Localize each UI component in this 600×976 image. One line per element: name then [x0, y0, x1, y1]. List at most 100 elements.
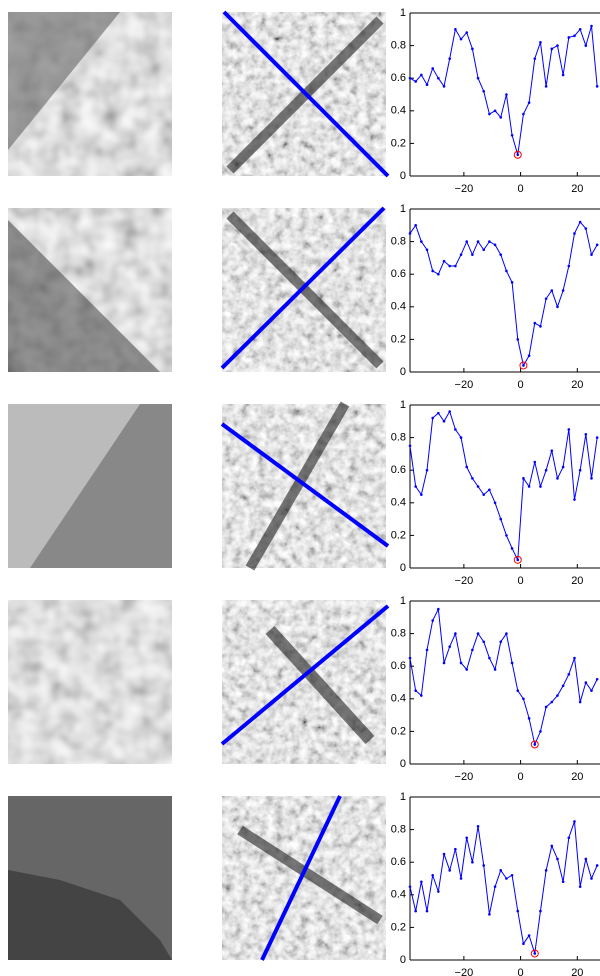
data-point — [471, 861, 474, 864]
data-point — [585, 858, 588, 861]
data-point — [568, 36, 571, 39]
x-tick-label: −20 — [455, 771, 474, 783]
data-point — [420, 694, 423, 697]
data-point — [488, 657, 491, 660]
data-point — [454, 28, 457, 31]
data-point — [465, 836, 468, 839]
data-point — [590, 25, 593, 28]
data-point — [545, 469, 548, 472]
data-point — [596, 85, 599, 88]
data-point — [590, 477, 593, 480]
edge-patches — [222, 12, 388, 960]
data-point — [499, 640, 502, 643]
data-point — [550, 449, 553, 452]
data-point — [471, 477, 474, 480]
data-point — [437, 273, 440, 276]
data-point — [556, 44, 559, 47]
data-point — [550, 701, 553, 704]
data-point — [528, 101, 531, 104]
data-point — [448, 410, 451, 413]
data-point — [494, 502, 497, 505]
data-point — [568, 265, 571, 268]
y-tick-label: 0.8 — [391, 628, 406, 640]
data-point — [409, 444, 412, 447]
data-point — [505, 534, 508, 537]
edge-patch — [222, 796, 386, 960]
x-tick-label: −20 — [455, 575, 474, 587]
data-point — [562, 880, 565, 883]
data-point — [437, 890, 440, 893]
data-point — [414, 80, 417, 83]
data-point — [454, 428, 457, 431]
data-point — [494, 668, 497, 671]
x-tick-label: 0 — [518, 183, 524, 195]
y-tick-label: 0 — [400, 366, 406, 378]
data-point — [471, 253, 474, 256]
y-tick-label: 0.4 — [391, 497, 406, 509]
data-point — [477, 77, 480, 80]
data-point — [545, 297, 548, 300]
data-point — [454, 265, 457, 268]
data-point — [573, 232, 576, 235]
x-tick-label: 0 — [518, 379, 524, 391]
data-point — [460, 253, 463, 256]
x-tick-label: −20 — [455, 379, 474, 391]
data-point — [516, 689, 519, 692]
data-point — [528, 934, 531, 937]
data-point — [539, 485, 542, 488]
data-point — [460, 662, 463, 665]
y-tick-label: 0.4 — [391, 105, 406, 117]
data-point — [443, 662, 446, 665]
data-point — [443, 853, 446, 856]
data-point — [533, 57, 536, 60]
data-point — [426, 910, 429, 913]
data-point — [596, 436, 599, 439]
data-point — [573, 657, 576, 660]
data-point — [431, 417, 434, 420]
data-point — [482, 864, 485, 867]
image-patches — [8, 12, 172, 960]
y-tick-label: 0.8 — [391, 824, 406, 836]
data-point — [488, 240, 491, 243]
data-point — [494, 244, 497, 247]
data-point — [511, 281, 514, 284]
data-point — [511, 134, 514, 137]
data-point — [471, 48, 474, 51]
data-point — [414, 910, 417, 913]
data-point — [488, 113, 491, 116]
data-point — [448, 645, 451, 648]
series-line — [410, 26, 597, 155]
y-tick-label: 0 — [400, 562, 406, 574]
data-point — [585, 433, 588, 436]
data-point — [596, 244, 599, 247]
data-point — [426, 248, 429, 251]
data-point — [511, 547, 514, 550]
y-tick-label: 0.6 — [391, 72, 406, 84]
data-point — [539, 41, 542, 44]
data-point — [420, 240, 423, 243]
data-point — [414, 224, 417, 227]
data-point — [522, 113, 525, 116]
data-point — [539, 730, 542, 733]
data-point — [426, 649, 429, 652]
data-point — [573, 498, 576, 501]
data-point — [477, 825, 480, 828]
data-point — [562, 684, 565, 687]
data-point — [409, 232, 412, 235]
x-tick-label: 20 — [571, 575, 583, 587]
y-tick-label: 1 — [400, 7, 406, 19]
data-point — [420, 74, 423, 77]
data-point — [573, 820, 576, 823]
data-point — [533, 461, 536, 464]
data-point — [420, 493, 423, 496]
data-point — [562, 74, 565, 77]
data-point — [414, 689, 417, 692]
data-point — [494, 110, 497, 113]
data-point — [511, 662, 514, 665]
data-point — [579, 701, 582, 704]
data-point — [516, 338, 519, 341]
data-point — [443, 85, 446, 88]
y-tick-label: 1 — [400, 595, 406, 607]
